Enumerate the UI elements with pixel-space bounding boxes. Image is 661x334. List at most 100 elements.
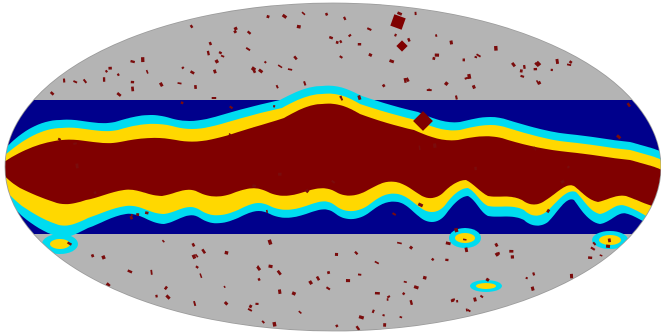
point-source-marker [298, 310, 302, 315]
cloud-patch-mid [455, 233, 475, 243]
point-source-marker [474, 55, 478, 59]
point-source-marker [62, 78, 66, 83]
masked-square [413, 111, 433, 131]
point-source-marker [496, 251, 501, 256]
point-source-marker [141, 57, 145, 63]
point-source-marker [130, 59, 136, 64]
point-source-marker [394, 33, 397, 37]
galactic-plane-mask [5, 103, 661, 208]
point-source-marker [532, 146, 537, 151]
point-source-marker [199, 273, 203, 279]
point-source-marker [189, 70, 195, 75]
point-source-marker [532, 272, 536, 276]
point-source-marker [104, 69, 109, 73]
point-source-marker [181, 66, 185, 70]
point-source-marker [519, 69, 523, 73]
point-source-marker [325, 286, 331, 291]
point-source-marker [144, 211, 149, 215]
masked-square [396, 40, 408, 52]
point-source-marker [328, 35, 334, 40]
point-source-marker [201, 248, 207, 255]
point-source-marker [566, 165, 570, 169]
point-source-marker [494, 242, 499, 248]
point-source-marker [145, 69, 149, 74]
point-source-marker [82, 78, 88, 84]
point-source-marker [116, 92, 122, 97]
point-source-marker [403, 280, 407, 284]
point-source-marker [454, 95, 458, 100]
point-source-marker [434, 53, 440, 57]
point-source-marker [417, 202, 424, 208]
point-source-marker [90, 253, 95, 258]
point-source-marker [355, 325, 361, 331]
point-source-marker [426, 89, 432, 92]
point-source-marker [399, 315, 403, 319]
point-source-marker [247, 308, 253, 312]
point-source-marker [479, 294, 484, 299]
point-source-marker [101, 255, 106, 260]
point-source-marker [291, 291, 297, 296]
point-source-marker [358, 315, 365, 320]
point-source-marker [569, 273, 574, 279]
point-source-marker [66, 241, 73, 246]
point-source-marker [194, 253, 199, 258]
point-source-marker [432, 143, 437, 148]
point-source-marker [422, 275, 427, 280]
point-source-marker [189, 24, 194, 29]
point-source-marker [324, 12, 329, 16]
off-plane-clouds [42, 14, 628, 292]
point-source-marker [386, 295, 391, 299]
point-source-marker [382, 314, 385, 317]
point-source-marker [206, 50, 210, 56]
point-source-marker [566, 63, 572, 67]
point-source-marker [555, 58, 560, 65]
point-source-marker [522, 64, 526, 70]
point-source-marker [371, 309, 375, 314]
point-source-marker [211, 97, 217, 99]
point-source-marker [590, 246, 596, 251]
point-source-marker [587, 256, 593, 260]
point-source-marker [272, 105, 276, 108]
point-source-marker [354, 250, 359, 256]
point-source-mask [49, 11, 632, 331]
point-source-marker [75, 163, 79, 169]
point-source-marker [445, 241, 451, 246]
point-source-marker [520, 74, 525, 78]
point-source-marker [434, 34, 438, 38]
point-source-marker [256, 265, 262, 271]
point-source-marker [381, 83, 386, 88]
point-source-marker [414, 11, 417, 16]
point-source-marker [389, 59, 395, 64]
point-source-marker [223, 285, 226, 289]
point-source-marker [392, 212, 397, 216]
point-source-marker [116, 73, 120, 77]
point-source-marker [191, 254, 197, 260]
point-source-marker [233, 29, 238, 34]
point-source-marker [281, 13, 288, 19]
point-source-marker [357, 95, 362, 101]
point-source-marker [335, 324, 339, 328]
point-source-marker [163, 285, 168, 291]
point-source-marker [474, 166, 477, 171]
point-source-marker [266, 14, 270, 19]
point-source-marker [308, 280, 314, 286]
point-source-marker [233, 26, 238, 31]
point-source-marker [343, 16, 347, 21]
point-source-marker [331, 179, 336, 184]
point-source-marker [534, 61, 540, 68]
masked-square [390, 14, 406, 30]
point-source-marker [550, 68, 553, 72]
point-source-marker [396, 11, 403, 16]
point-source-marker [127, 269, 133, 274]
point-source-marker [261, 320, 265, 324]
point-source-marker [456, 299, 459, 303]
point-source-marker [158, 82, 164, 88]
point-source-marker [432, 56, 436, 61]
point-source-marker [347, 33, 352, 38]
point-source-marker [339, 55, 343, 59]
point-source-marker [276, 269, 282, 276]
point-source-marker [339, 39, 343, 44]
point-source-marker [467, 309, 471, 313]
point-source-marker [445, 258, 449, 262]
